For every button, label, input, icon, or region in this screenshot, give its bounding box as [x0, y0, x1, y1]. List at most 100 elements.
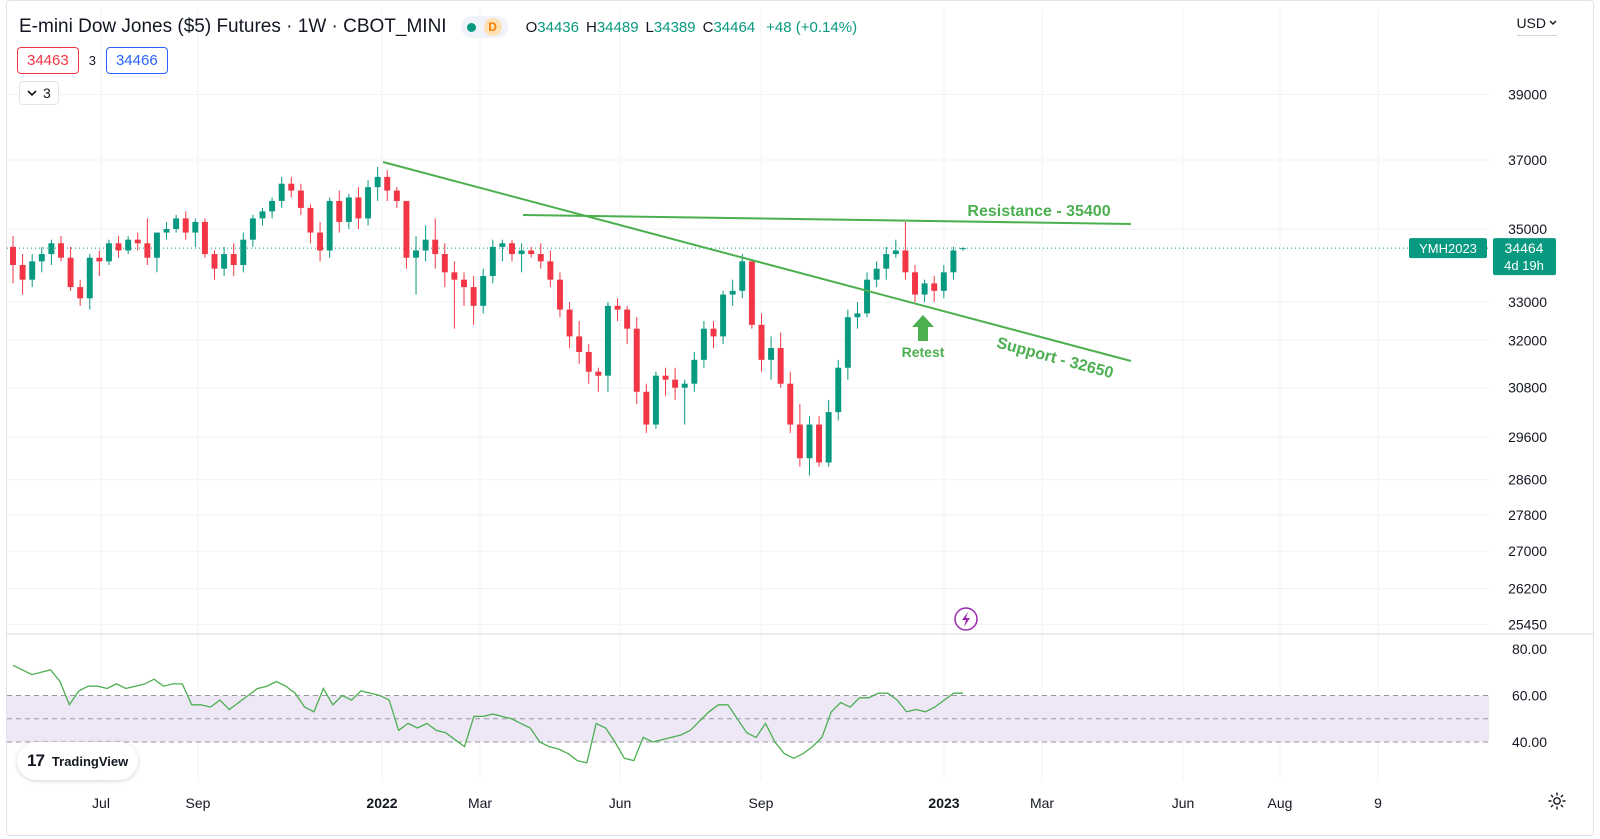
- indicators-toggle-button[interactable]: 3: [19, 81, 59, 105]
- candle-body: [528, 250, 535, 255]
- candle: [854, 302, 861, 329]
- candle: [835, 359, 842, 421]
- candle: [595, 367, 602, 392]
- status-pill[interactable]: D: [460, 16, 508, 38]
- chart-container[interactable]: Resistance - 35400 Support - 32650 Retest …: [6, 0, 1594, 836]
- candle-body: [816, 424, 823, 463]
- x-tick-label: 9: [1374, 795, 1382, 811]
- candle: [192, 218, 199, 247]
- candle: [499, 239, 506, 262]
- rsi-tick-label: 60.00: [1512, 688, 1547, 704]
- symbol-label: YMH2023: [1419, 241, 1477, 256]
- candle-body: [441, 254, 448, 273]
- candle-body: [10, 246, 16, 265]
- candle: [115, 236, 122, 258]
- candle: [249, 214, 256, 247]
- x-tick-label: Jun: [609, 795, 632, 811]
- y-tick-label: 28600: [1508, 472, 1547, 488]
- symbol-title[interactable]: E-mini Dow Jones ($5) Futures · 1W · CBO…: [19, 16, 447, 37]
- candle-body: [652, 375, 659, 425]
- candle-body: [422, 239, 429, 251]
- y-tick-label: 37000: [1508, 152, 1547, 168]
- candle-body: [844, 317, 851, 368]
- x-tick-label: 2023: [928, 795, 959, 811]
- candle: [509, 239, 515, 262]
- rsi-line: [12, 664, 963, 764]
- candle-body: [230, 254, 237, 265]
- currency-label: USD: [1516, 15, 1546, 31]
- chart-header: E-mini Dow Jones ($5) Futures · 1W · CBO…: [19, 16, 857, 38]
- candle-body: [480, 275, 487, 306]
- candle: [652, 371, 659, 429]
- candle: [700, 321, 707, 368]
- rsi-pane: [7, 664, 1489, 764]
- currency-selector[interactable]: USD: [1516, 15, 1557, 31]
- countdown-label: 4d 19h: [1504, 258, 1544, 273]
- candle: [105, 239, 112, 265]
- candle-body: [700, 328, 707, 360]
- candle-body: [681, 383, 688, 388]
- candle: [144, 218, 151, 265]
- candle: [758, 313, 765, 372]
- candle: [720, 290, 727, 345]
- tradingview-logo[interactable]: 17 TradingView: [17, 742, 139, 780]
- candle: [566, 302, 573, 349]
- candle-body: [211, 254, 218, 269]
- candle: [58, 236, 64, 262]
- ohlc-low-value: 34389: [653, 18, 696, 36]
- market-open-icon: [466, 22, 476, 32]
- candle-body: [864, 279, 871, 314]
- candle: [892, 239, 899, 258]
- candle: [77, 279, 84, 306]
- candle: [221, 246, 228, 276]
- candle: [556, 272, 563, 318]
- candle: [768, 336, 775, 380]
- candle-body: [365, 187, 372, 219]
- candle-body: [643, 391, 650, 425]
- candle: [48, 239, 55, 265]
- y-tick-label: 26200: [1508, 581, 1547, 597]
- candle: [883, 246, 890, 280]
- y-tick-label: 39000: [1508, 87, 1547, 103]
- candle: [787, 371, 794, 433]
- candle: [173, 214, 180, 233]
- sell-button[interactable]: 34463: [17, 47, 79, 74]
- y-tick-label: 32000: [1508, 332, 1547, 348]
- candle: [10, 236, 16, 284]
- buy-button[interactable]: 34466: [105, 47, 168, 74]
- x-tick-label: Mar: [468, 795, 492, 811]
- annotations[interactable]: Resistance - 35400 Support - 32650 Retest: [382, 161, 1132, 631]
- candle: [614, 298, 621, 322]
- y-tick-label: 29600: [1508, 429, 1547, 445]
- candle-body: [662, 375, 669, 380]
- candle: [365, 180, 372, 226]
- candle-body: [221, 254, 228, 269]
- candle-body: [288, 183, 295, 191]
- chevron-down-icon: [27, 89, 37, 96]
- candle-body: [499, 243, 506, 247]
- candle-body: [297, 190, 304, 208]
- candle-body: [892, 250, 899, 255]
- x-tick-label: Sep: [749, 795, 774, 811]
- symbol-label-bg: [1409, 238, 1487, 259]
- ohlc-high-key: H: [585, 18, 597, 36]
- candle-body: [902, 250, 909, 273]
- events-lightning-glyph: [962, 612, 970, 627]
- candle: [230, 243, 237, 276]
- y-tick-label: 30800: [1508, 380, 1547, 396]
- candle: [29, 254, 36, 288]
- candle: [624, 305, 631, 345]
- quote-row: 34463 3 34466: [17, 47, 168, 74]
- candle-body: [355, 197, 362, 219]
- candle-body: [777, 348, 784, 384]
- candle-body: [125, 239, 132, 251]
- candle: [269, 197, 276, 219]
- candle: [604, 302, 611, 392]
- rsi-tick-label: 40.00: [1512, 734, 1547, 750]
- settings-gear-icon[interactable]: [1547, 791, 1567, 811]
- candle-body: [403, 200, 410, 258]
- candle-body: [451, 272, 458, 280]
- ohlc-high-value: 34489: [596, 18, 639, 36]
- candle: [576, 321, 583, 364]
